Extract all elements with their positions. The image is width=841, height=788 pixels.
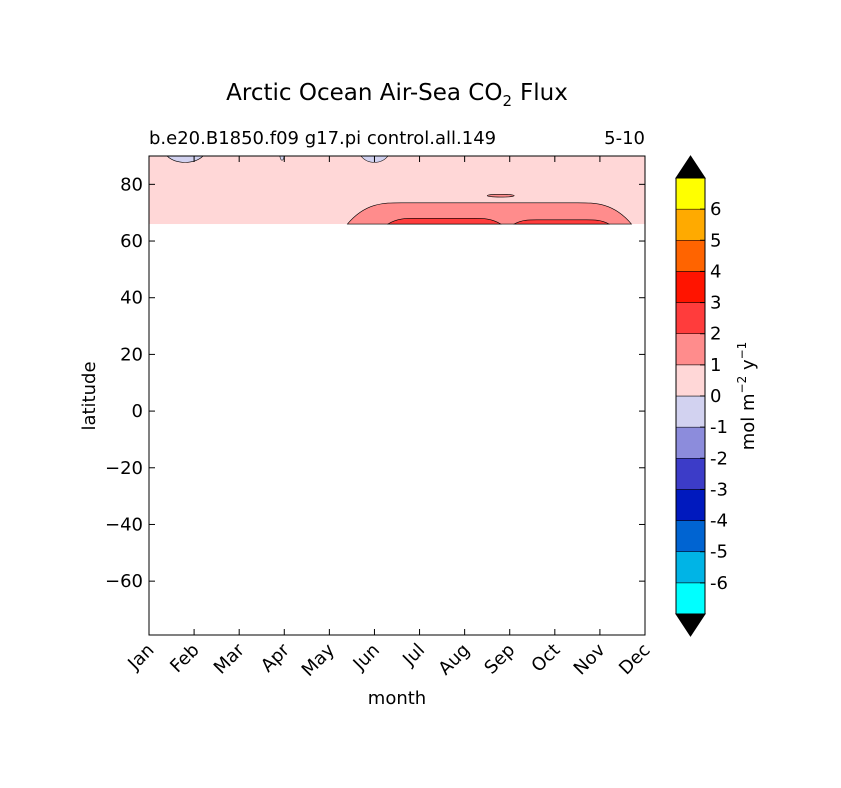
x-tick-label: Oct — [527, 640, 564, 677]
colorbar-segment — [675, 333, 706, 366]
y-tick-label: 20 — [120, 344, 143, 365]
colorbar-segment — [675, 458, 706, 490]
colorbar-tick-label: -5 — [710, 542, 728, 563]
colorbar-label-mid: y — [738, 359, 759, 376]
x-tick-label: Apr — [257, 639, 294, 676]
colorbar-label-sup1: −2 — [735, 376, 749, 394]
colorbar-segment — [675, 240, 706, 272]
x-axis: Jan Feb Mar Apr May Jun Jul Aug Sep Oct Nov Dec — [123, 156, 655, 681]
x-tick-label: May — [298, 639, 339, 680]
y-tick-label: 60 — [120, 231, 143, 252]
colorbar-tick-label: -1 — [710, 417, 728, 438]
colorbar-tick-label: 3 — [710, 293, 721, 314]
y-axis-label: latitude — [79, 361, 100, 430]
chart-subtitle-left: b.e20.B1850.f09 g17.pi control.all.149 — [149, 128, 496, 149]
colorbar-tick-label: -2 — [710, 448, 728, 469]
x-tick-label: Mar — [210, 639, 249, 678]
colorbar-segment — [675, 395, 706, 428]
colorbar-segment — [675, 426, 706, 459]
colorbar-tick-label: 5 — [710, 230, 721, 251]
plot-frame — [148, 155, 646, 636]
x-tick-label: Feb — [166, 640, 203, 677]
colorbar-tick-label: 1 — [710, 355, 721, 376]
y-tick-label: 0 — [132, 401, 143, 422]
colorbar-extend-bottom — [675, 613, 706, 637]
contour-region-6 — [386, 218, 502, 225]
colorbar-extend-top — [675, 155, 706, 179]
chart-title: Arctic Ocean Air-Sea CO2 Flux — [226, 80, 568, 110]
colorbar-segment — [675, 489, 706, 521]
x-tick-label: Dec — [615, 640, 654, 679]
colorbar-segment — [675, 364, 706, 397]
chart-title-tail: Flux — [520, 80, 568, 106]
x-tick-label: Jul — [398, 640, 429, 671]
colorbar-tick-label: -3 — [710, 479, 728, 500]
x-tick-label: Sep — [480, 640, 519, 679]
plot-data-layer — [149, 155, 645, 225]
contour-region-5 — [486, 193, 515, 198]
contour-region-7 — [513, 219, 611, 225]
colorbar-tick-label: 2 — [710, 324, 721, 345]
colorbar-segment — [675, 520, 706, 552]
colorbar-tick-label: -4 — [710, 511, 728, 532]
x-tick-label: Nov — [570, 639, 610, 679]
x-tick-label: Jan — [123, 640, 158, 675]
colorbar-tick-label: 6 — [710, 199, 721, 220]
colorbar-segment — [675, 582, 706, 615]
colorbar: -6 -5 -4 -3 -2 -1 0 1 2 3 4 5 6 — [675, 155, 728, 637]
y-tick-label: −20 — [105, 458, 143, 479]
colorbar-segment — [675, 551, 706, 584]
colorbar-tick-label: -6 — [710, 573, 728, 594]
chart-title-subscript: 2 — [502, 92, 512, 110]
y-axis: −60 −40 −20 0 20 40 60 80 — [105, 174, 645, 592]
colorbar-label-base: mol m — [738, 393, 759, 450]
x-tick-label: Aug — [434, 640, 474, 680]
colorbar-label: mol m−2 y−1 — [735, 342, 759, 451]
y-tick-label: −60 — [105, 571, 143, 592]
colorbar-segment — [675, 208, 706, 241]
colorbar-tick-label: 0 — [710, 386, 721, 407]
y-tick-label: 80 — [120, 174, 143, 195]
chart-subtitle-right: 5-10 — [604, 128, 645, 149]
colorbar-segment — [675, 271, 706, 303]
y-tick-label: −40 — [105, 514, 143, 535]
colorbar-segment — [675, 302, 706, 334]
y-tick-label: 40 — [120, 288, 143, 309]
colorbar-tick-label: 4 — [710, 261, 721, 282]
x-axis-label: month — [368, 688, 426, 709]
x-tick-label: Jun — [349, 640, 384, 675]
chart-title-main: Arctic Ocean Air-Sea CO — [226, 80, 502, 106]
colorbar-label-sup2: −1 — [735, 342, 749, 360]
colorbar-segment — [675, 177, 706, 210]
